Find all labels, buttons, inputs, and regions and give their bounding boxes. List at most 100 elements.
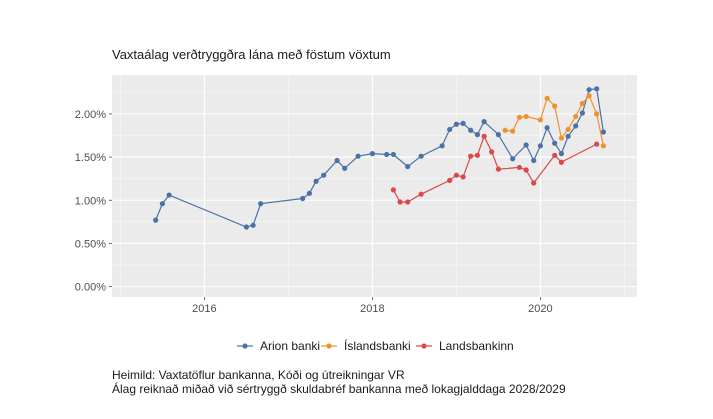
data-point-arion-banki — [418, 153, 424, 159]
data-point-íslandsbanki — [565, 126, 571, 133]
data-point-arion-banki — [460, 120, 466, 126]
x-tick-label: 2016 — [192, 303, 216, 315]
data-point-landsbankinn — [397, 199, 403, 205]
data-point-landsbankinn — [516, 164, 523, 171]
data-point-arion-banki — [369, 151, 375, 157]
data-point-arion-banki — [495, 132, 501, 138]
chart-title: Vaxtaálag verðtryggðra lána með föstum v… — [112, 47, 391, 62]
data-point-arion-banki — [334, 157, 340, 164]
minor-gridlines — [112, 75, 637, 297]
data-point-landsbankinn — [405, 199, 411, 205]
data-point-landsbankinn — [474, 152, 480, 158]
y-tick-label: 1.50% — [75, 152, 106, 164]
data-point-arion-banki — [405, 163, 411, 170]
major-gridlines — [112, 75, 637, 297]
legend-label-arion-banki: Arion banki — [260, 339, 320, 353]
series-landsbankinn — [390, 133, 600, 205]
data-point-arion-banki — [313, 178, 319, 184]
data-point-arion-banki — [384, 151, 390, 158]
data-point-landsbankinn — [531, 180, 537, 186]
data-point-arion-banki — [355, 153, 361, 159]
data-point-landsbankinn — [453, 172, 459, 178]
data-point-arion-banki — [510, 156, 516, 162]
y-axis: 0.00% 0.50% 1.00% 1.50% 2.00% — [75, 109, 112, 294]
data-point-arion-banki — [250, 222, 256, 228]
data-point-arion-banki — [552, 140, 558, 146]
data-point-íslandsbanki — [502, 127, 508, 133]
data-point-íslandsbanki — [558, 135, 565, 141]
data-point-arion-banki — [565, 133, 571, 139]
data-point-arion-banki — [342, 165, 348, 171]
data-point-íslandsbanki — [523, 113, 529, 120]
data-point-arion-banki — [474, 132, 480, 138]
data-point-landsbankinn — [447, 177, 453, 183]
data-point-arion-banki — [166, 192, 172, 198]
data-point-arion-banki — [573, 123, 579, 129]
method-note: Álag reiknað miðað við sértryggð skuldab… — [112, 382, 566, 396]
data-point-landsbankinn — [495, 166, 501, 172]
data-point-landsbankinn — [418, 191, 424, 197]
data-point-íslandsbanki — [594, 111, 600, 117]
data-point-íslandsbanki — [552, 103, 558, 109]
data-point-arion-banki — [586, 87, 592, 93]
legend-key-point — [242, 343, 248, 349]
data-point-arion-banki — [258, 201, 264, 207]
data-point-landsbankinn — [460, 174, 466, 180]
data-point-landsbankinn — [552, 152, 558, 158]
y-tick-label: 2.00% — [75, 109, 106, 121]
y-tick-label: 0.00% — [75, 282, 106, 294]
data-point-landsbankinn — [558, 159, 565, 165]
legend-item-arion-banki: Arion banki — [237, 339, 320, 353]
data-point-arion-banki — [306, 190, 312, 196]
x-tick-label: 2020 — [528, 303, 552, 315]
legend-item-landsbankinn: Landsbankinn — [416, 339, 514, 353]
data-point-arion-banki — [159, 201, 165, 207]
data-point-arion-banki — [390, 151, 396, 158]
data-point-arion-banki — [558, 151, 565, 157]
data-point-arion-banki — [321, 172, 327, 178]
data-point-landsbankinn — [523, 167, 529, 173]
data-point-arion-banki — [600, 129, 607, 135]
legend-label-landsbankinn: Landsbankinn — [439, 339, 514, 353]
data-point-arion-banki — [544, 125, 550, 131]
legend-label-íslandsbanki: Íslandsbanki — [344, 338, 411, 353]
data-point-arion-banki — [453, 121, 459, 127]
data-point-arion-banki — [300, 195, 306, 202]
data-point-íslandsbanki — [600, 143, 607, 149]
data-point-íslandsbanki — [579, 100, 586, 107]
series-íslandsbanki — [502, 93, 607, 149]
data-point-landsbankinn — [489, 149, 495, 155]
legend: Arion banki Íslandsbanki Landsbankinn — [237, 338, 514, 353]
x-tick-label: 2018 — [360, 303, 384, 315]
legend-key-point — [326, 343, 332, 349]
data-point-landsbankinn — [481, 133, 487, 139]
data-point-arion-banki — [153, 217, 159, 223]
plot-area — [112, 75, 637, 297]
source-note: Heimild: Vaxtatöflur bankanna, Kóði og ú… — [112, 368, 405, 382]
data-point-landsbankinn — [468, 153, 474, 159]
data-point-íslandsbanki — [544, 95, 550, 101]
data-point-arion-banki — [439, 143, 445, 149]
legend-item-íslandsbanki: Íslandsbanki — [321, 338, 411, 353]
y-tick-label: 1.00% — [75, 195, 106, 207]
data-point-íslandsbanki — [510, 128, 516, 134]
x-axis: 2016 2018 2020 — [192, 297, 553, 315]
data-point-arion-banki — [537, 143, 544, 149]
data-point-arion-banki — [468, 127, 474, 133]
data-point-arion-banki — [447, 126, 453, 133]
data-point-arion-banki — [481, 119, 487, 125]
data-point-íslandsbanki — [573, 113, 579, 120]
series-layer — [153, 86, 607, 230]
data-point-íslandsbanki — [516, 114, 523, 120]
y-tick-label: 0.50% — [75, 238, 106, 250]
series-arion-banki — [153, 86, 607, 230]
data-point-íslandsbanki — [586, 93, 592, 99]
data-point-arion-banki — [531, 157, 537, 164]
data-point-arion-banki — [594, 86, 600, 92]
data-point-arion-banki — [243, 224, 249, 230]
data-point-landsbankinn — [390, 187, 396, 193]
data-point-landsbankinn — [594, 141, 600, 147]
data-point-íslandsbanki — [537, 117, 544, 123]
data-point-arion-banki — [523, 142, 529, 148]
